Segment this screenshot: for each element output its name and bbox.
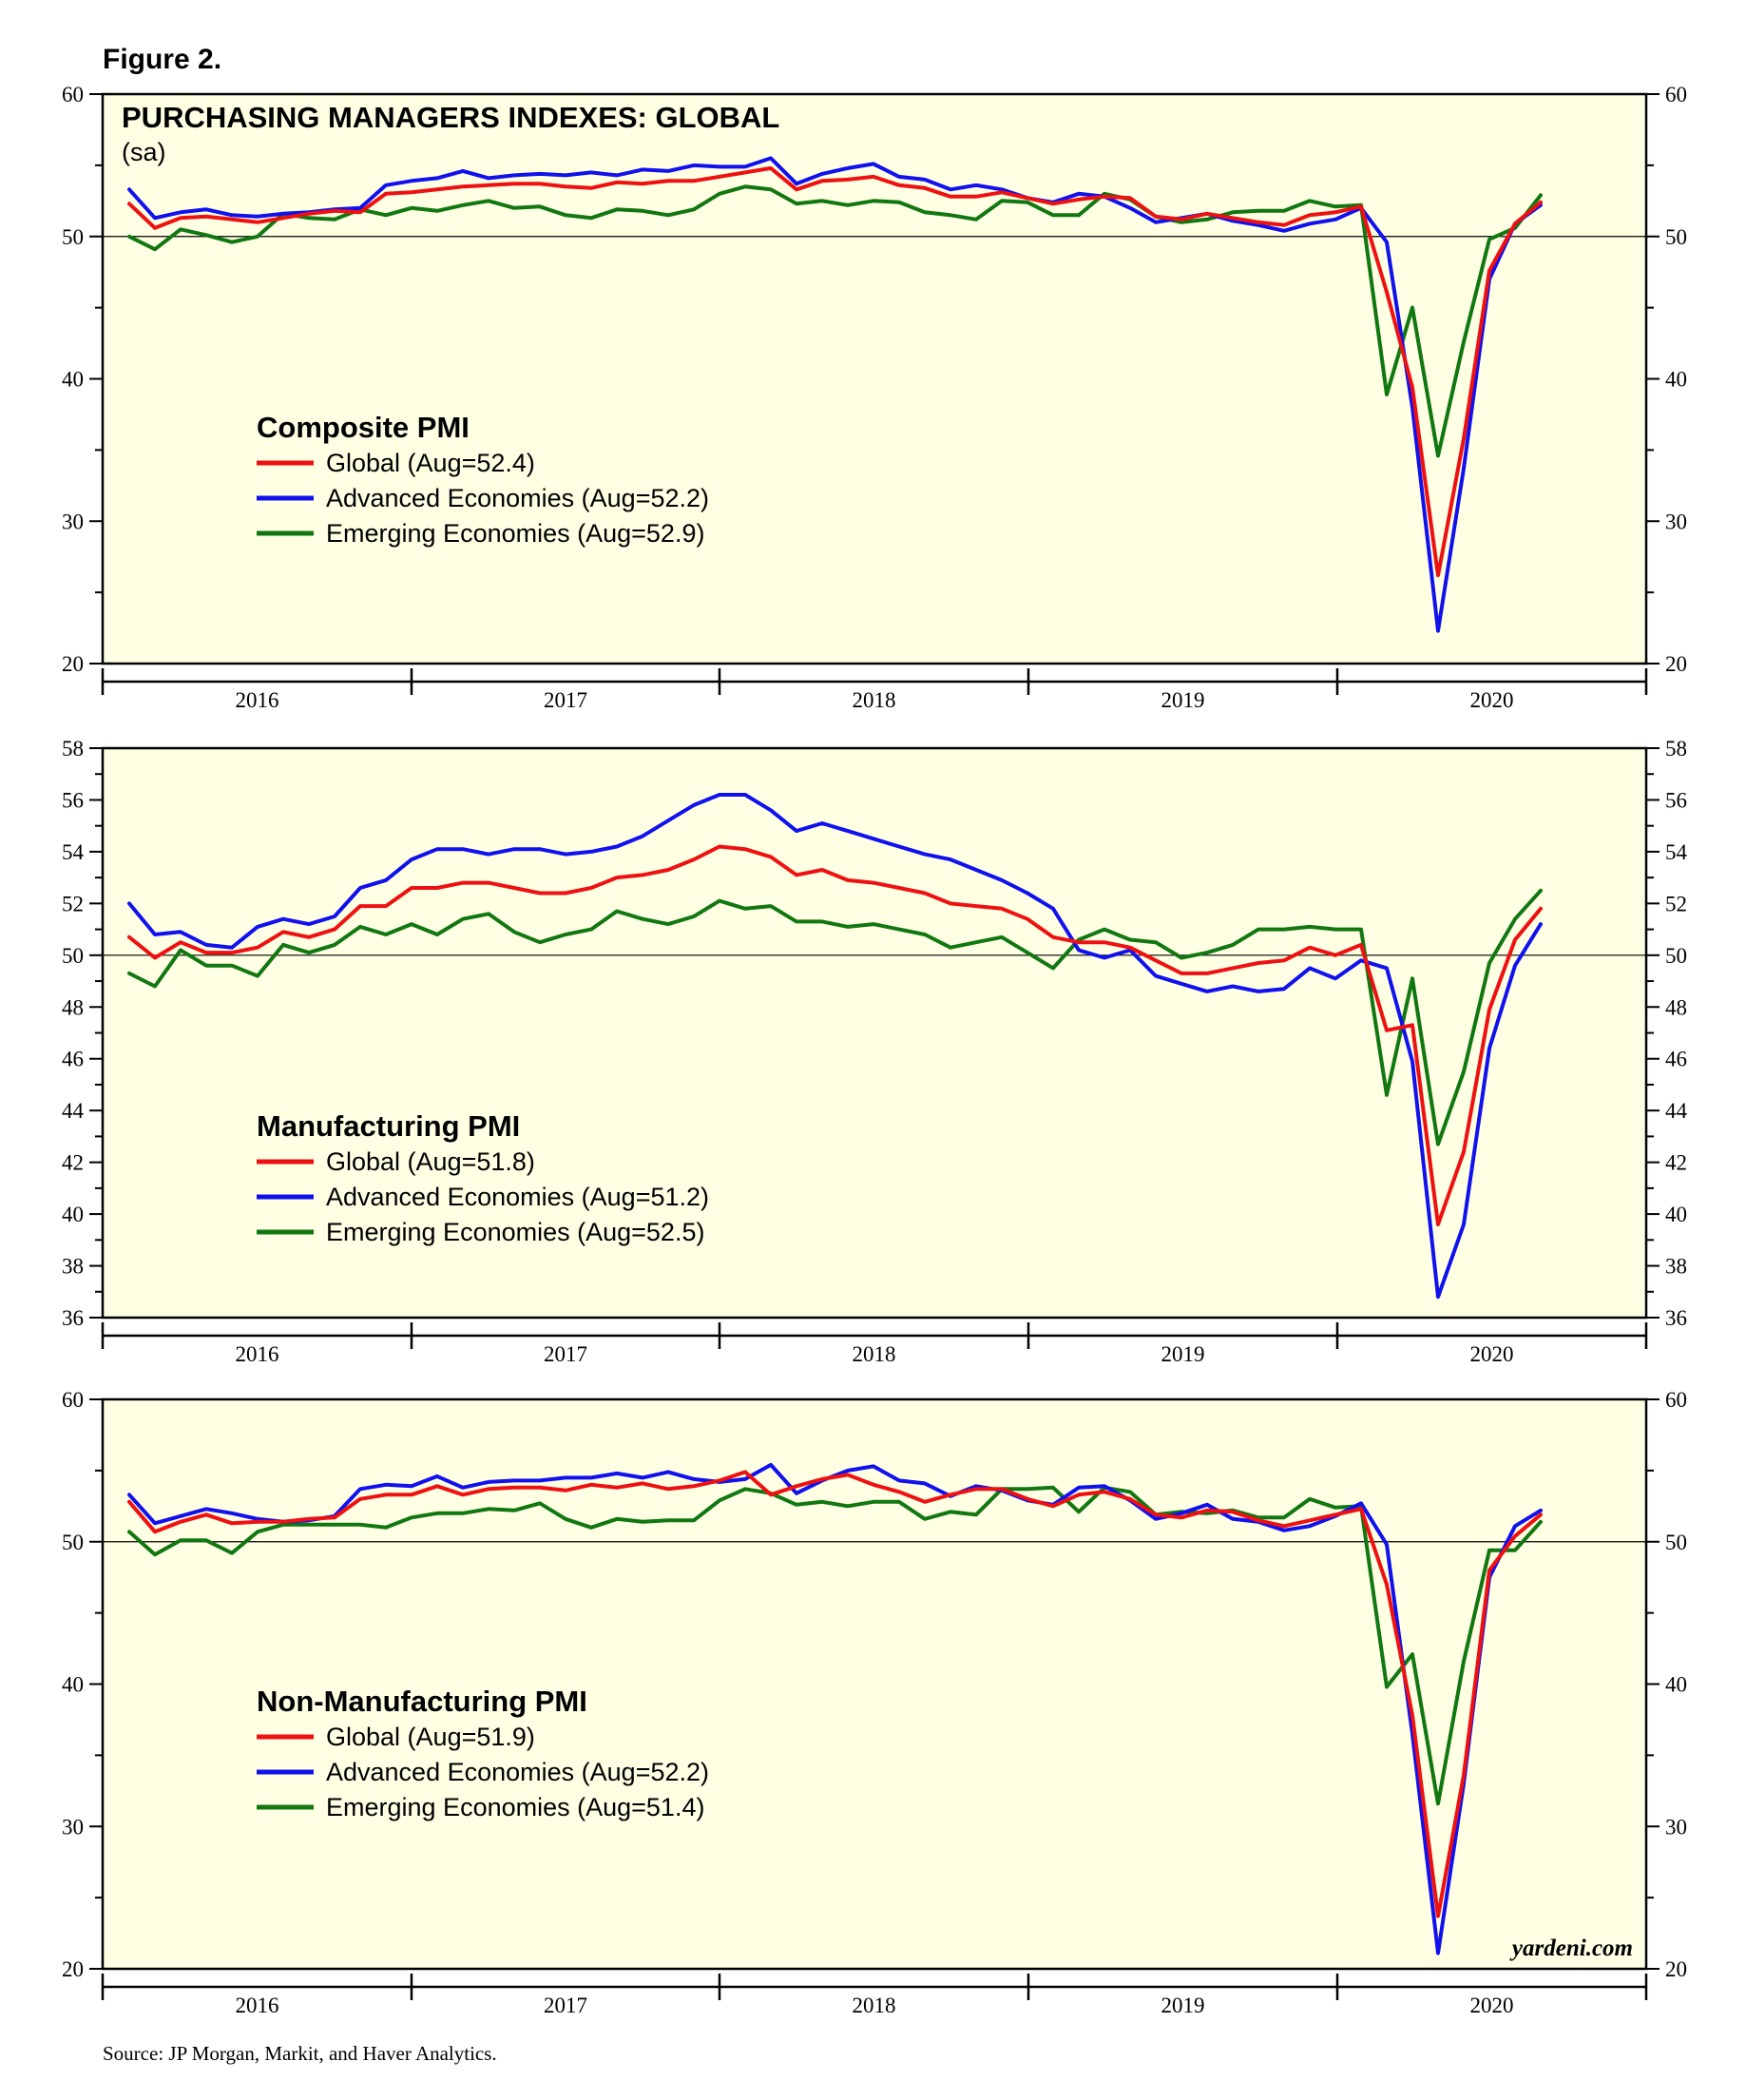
legend-label-emerging: Emerging Economies (Aug=51.4) bbox=[326, 1793, 704, 1821]
legend-title: Manufacturing PMI bbox=[257, 1109, 520, 1143]
y-tick-label-left: 46 bbox=[62, 1048, 84, 1071]
y-tick-label-left: 48 bbox=[62, 995, 84, 1019]
y-tick-label-right: 44 bbox=[1665, 1099, 1688, 1123]
y-tick-label-right: 20 bbox=[1665, 1957, 1687, 1981]
y-tick-label-right: 50 bbox=[1665, 1531, 1687, 1554]
x-tick-label: 2020 bbox=[1470, 688, 1514, 712]
legend-label-advanced: Advanced Economies (Aug=52.2) bbox=[326, 1758, 709, 1786]
chart-panel-2: 36 36 38 38 40 40 42 42 44 44 46 46 48 48 50 50 52 52 54 54… bbox=[62, 737, 1688, 1366]
legend: Composite PMI Global (Aug=52.4) Advanced E… bbox=[257, 411, 709, 548]
y-tick-label-right: 40 bbox=[1665, 1673, 1687, 1697]
y-tick-label-left: 36 bbox=[62, 1306, 84, 1330]
y-tick-label-right: 50 bbox=[1665, 944, 1687, 968]
y-tick-label-left: 40 bbox=[62, 1203, 84, 1226]
y-tick-label-right: 56 bbox=[1665, 788, 1687, 812]
y-tick-label-right: 50 bbox=[1665, 225, 1687, 249]
x-tick-label: 2020 bbox=[1470, 1994, 1514, 2017]
series-line-emerging bbox=[127, 1485, 1543, 1806]
y-tick-label-left: 40 bbox=[62, 368, 84, 392]
x-tick-label: 2017 bbox=[544, 1994, 587, 2017]
y-tick-label-left: 56 bbox=[62, 788, 84, 812]
y-tick-label-left: 52 bbox=[62, 892, 84, 915]
legend: Non-Manufacturing PMI Global (Aug=51.9) Ad… bbox=[257, 1685, 709, 1821]
y-tick-label-left: 42 bbox=[62, 1151, 84, 1175]
series-line-global bbox=[127, 844, 1543, 1226]
legend-label-emerging: Emerging Economies (Aug=52.9) bbox=[326, 519, 704, 548]
x-tick-label: 2019 bbox=[1161, 1342, 1205, 1366]
legend-label-global: Global (Aug=52.4) bbox=[326, 449, 535, 477]
y-tick-label-left: 44 bbox=[62, 1099, 85, 1123]
series-line-advanced bbox=[127, 156, 1543, 633]
plot-background bbox=[103, 748, 1646, 1318]
x-tick-label: 2017 bbox=[544, 1342, 587, 1366]
y-tick-label-left: 30 bbox=[62, 510, 84, 533]
x-tick-label: 2018 bbox=[853, 1342, 896, 1366]
y-tick-label-left: 60 bbox=[62, 1388, 84, 1412]
y-tick-label-right: 46 bbox=[1665, 1048, 1687, 1071]
y-tick-label-right: 40 bbox=[1665, 1203, 1687, 1226]
y-tick-label-right: 40 bbox=[1665, 368, 1687, 392]
x-tick-label: 2017 bbox=[544, 688, 587, 712]
x-tick-label: 2020 bbox=[1470, 1342, 1514, 1366]
x-tick-label: 2018 bbox=[853, 1994, 896, 2017]
plot-background bbox=[103, 94, 1646, 664]
series-line-emerging bbox=[127, 888, 1543, 1146]
y-tick-label-right: 36 bbox=[1665, 1306, 1687, 1330]
legend-label-global: Global (Aug=51.8) bbox=[326, 1147, 535, 1176]
y-tick-label-right: 60 bbox=[1665, 83, 1687, 106]
plot-frame bbox=[101, 1397, 1648, 1971]
y-tick-label-right: 52 bbox=[1665, 892, 1687, 915]
y-tick-label-right: 30 bbox=[1665, 1815, 1687, 1839]
x-tick-label: 2019 bbox=[1161, 688, 1205, 712]
x-tick-label: 2018 bbox=[853, 688, 896, 712]
legend-label-advanced: Advanced Economies (Aug=52.2) bbox=[326, 484, 709, 512]
y-tick-label-left: 50 bbox=[62, 944, 84, 968]
x-tick-label: 2019 bbox=[1161, 1994, 1205, 2017]
legend-label-global: Global (Aug=51.9) bbox=[326, 1723, 535, 1751]
y-tick-label-right: 54 bbox=[1665, 840, 1688, 864]
y-tick-label-left: 20 bbox=[62, 1957, 84, 1981]
chart-title: PURCHASING MANAGERS INDEXES: GLOBAL bbox=[122, 101, 779, 134]
x-tick-label: 2016 bbox=[236, 1342, 279, 1366]
plot-frame bbox=[101, 92, 1648, 665]
legend-label-advanced: Advanced Economies (Aug=51.2) bbox=[326, 1183, 709, 1211]
series-line-global bbox=[127, 165, 1543, 578]
watermark: yardeni.com bbox=[1509, 1936, 1633, 1961]
x-tick-label: 2016 bbox=[236, 1994, 279, 2017]
y-tick-label-left: 54 bbox=[62, 840, 85, 864]
y-tick-label-right: 58 bbox=[1665, 737, 1687, 761]
legend-label-emerging: Emerging Economies (Aug=52.5) bbox=[326, 1218, 704, 1246]
y-tick-label-left: 20 bbox=[62, 652, 84, 676]
y-tick-label-left: 60 bbox=[62, 83, 84, 106]
y-tick-label-left: 38 bbox=[62, 1255, 84, 1279]
source-note: Source: JP Morgan, Markit, and Haver Ana… bbox=[103, 2042, 497, 2065]
figure-label: Figure 2. bbox=[103, 44, 222, 75]
legend: Manufacturing PMI Global (Aug=51.8) Advanc… bbox=[257, 1109, 709, 1246]
y-tick-label-left: 58 bbox=[62, 737, 84, 761]
y-tick-label-right: 20 bbox=[1665, 652, 1687, 676]
series-line-advanced bbox=[127, 793, 1543, 1300]
y-tick-label-left: 30 bbox=[62, 1815, 84, 1839]
legend-title: Composite PMI bbox=[257, 411, 470, 444]
y-tick-label-right: 38 bbox=[1665, 1255, 1687, 1279]
y-tick-label-right: 48 bbox=[1665, 995, 1687, 1019]
y-tick-label-right: 42 bbox=[1665, 1151, 1687, 1175]
y-tick-label-left: 50 bbox=[62, 225, 84, 249]
chart-subtitle: (sa) bbox=[122, 138, 166, 166]
y-tick-label-right: 60 bbox=[1665, 1388, 1687, 1412]
x-tick-label: 2016 bbox=[236, 688, 279, 712]
legend-title: Non-Manufacturing PMI bbox=[257, 1685, 587, 1718]
y-tick-label-left: 50 bbox=[62, 1531, 84, 1554]
y-tick-label-right: 30 bbox=[1665, 510, 1687, 533]
y-tick-label-left: 40 bbox=[62, 1673, 84, 1697]
plot-frame bbox=[101, 746, 1648, 1320]
series-line-global bbox=[127, 1470, 1543, 1918]
